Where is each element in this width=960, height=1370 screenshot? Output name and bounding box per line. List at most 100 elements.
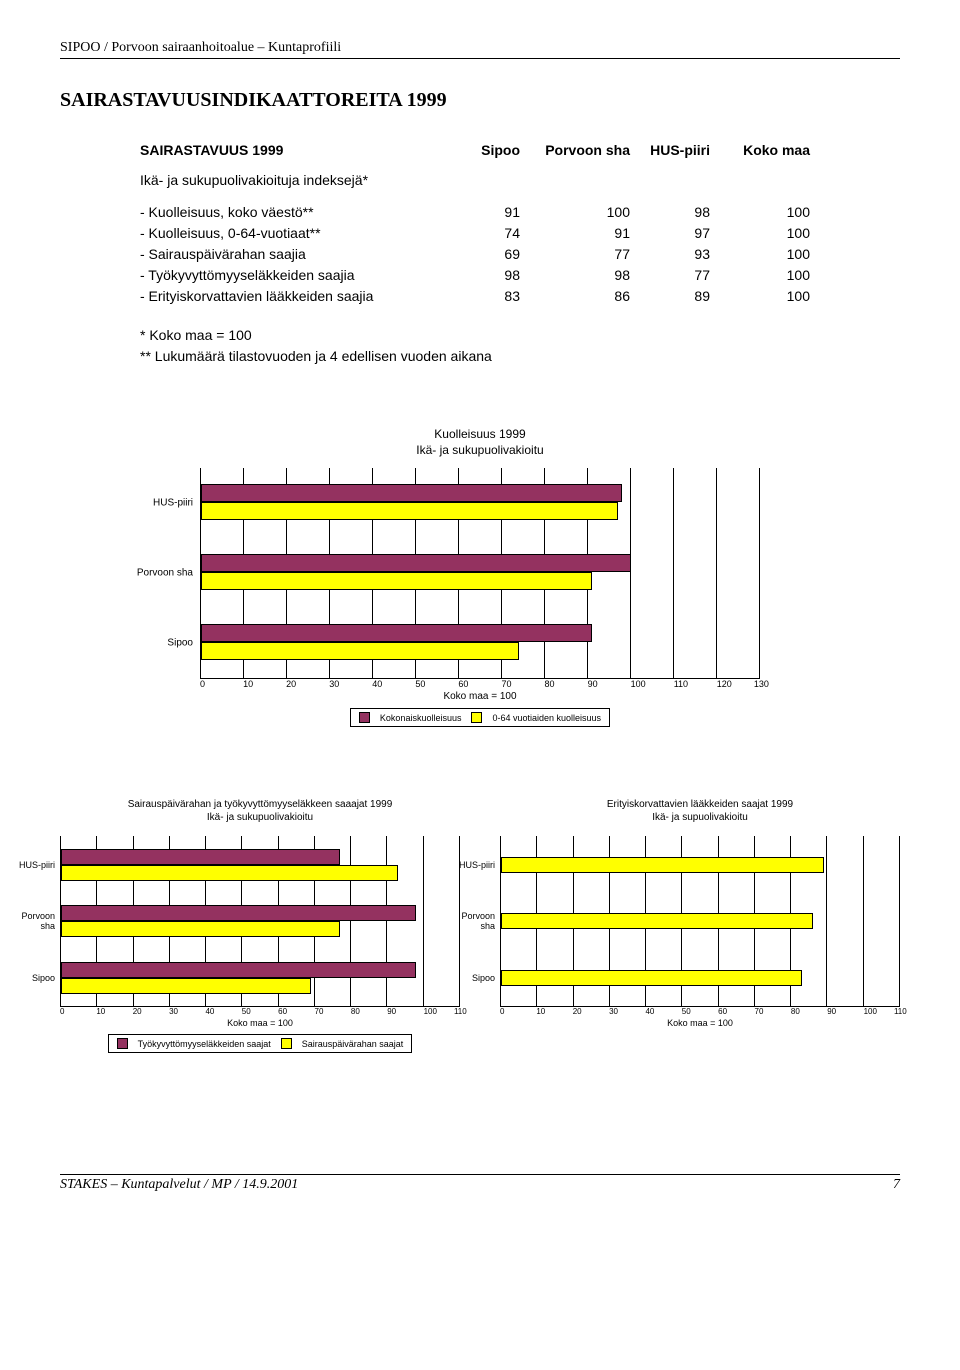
x-tick: 10 [96,1007,132,1016]
bar [61,865,398,881]
page-footer: STAKES – Kuntapalvelut / MP / 14.9.2001 … [60,1174,900,1193]
bar [61,921,340,937]
x-tick: 80 [545,679,588,689]
bar [201,502,618,520]
legend-swatch-icon [359,712,370,723]
cell: 100 [710,265,810,286]
cell: 91 [520,223,630,244]
table-title: SAIRASTAVUUS 1999 [140,142,440,158]
x-tick: 60 [718,1007,754,1016]
chart-title: Sairauspäivärahan ja työkyvyttömyyseläkk… [128,799,393,810]
cell: 100 [710,244,810,265]
bar-group: HUS-piiri [501,845,900,885]
col-head: Porvoon sha [520,142,630,158]
cell: 91 [440,202,520,223]
x-tick: 90 [827,1007,863,1016]
col-head: Sipoo [440,142,520,158]
bar-group: Porvoon sha [501,901,900,941]
bar [61,905,416,921]
x-tick: 10 [243,679,286,689]
bar-group: Porvoon sha [201,548,760,598]
bar-group: Porvoon sha [61,901,460,941]
x-tick: 30 [169,1007,205,1016]
cell: 74 [440,223,520,244]
chart-title: Erityiskorvattavien lääkkeiden saajat 19… [607,799,793,810]
col-head: Koko maa [710,142,810,158]
legend-label: 0-64 vuotiaiden kuolleisuus [492,713,601,723]
x-tick: 110 [674,679,717,689]
x-tick: 0 [60,1007,96,1016]
table-row: - Kuolleisuus, 0-64-vuotiaat**749197100 [140,223,900,244]
bar [201,484,622,502]
row-label: - Kuolleisuus, koko väestö** [140,202,440,223]
page-header: SIPOO / Porvoon sairaanhoitoalue – Kunta… [60,40,900,59]
y-category-label: Porvoon sha [445,911,495,931]
x-tick: 0 [200,679,243,689]
row-label: - Sairauspäivärahan saajia [140,244,440,265]
data-table: SAIRASTAVUUS 1999 Sipoo Porvoon sha HUS-… [140,142,900,367]
x-tick: 40 [205,1007,241,1016]
bar [501,857,824,873]
cell: 77 [630,265,710,286]
x-tick: 20 [573,1007,609,1016]
y-category-label: Porvoon sha [133,568,193,579]
x-tick: 90 [387,1007,423,1016]
x-tick: 100 [631,679,674,689]
bar [501,913,813,929]
y-category-label: HUS-piiri [445,860,495,870]
chart-title: Kuolleisuus 1999 [434,427,525,441]
bar [201,624,592,642]
bar [201,572,592,590]
bar-group: HUS-piiri [201,478,760,528]
y-category-label: Sipoo [445,973,495,983]
chart-xlabel: Koko maa = 100 [60,1018,460,1028]
table-row: - Työkyvyttömyyseläkkeiden saajia9898771… [140,265,900,286]
bar-group: Sipoo [501,958,900,998]
bar [201,554,631,572]
x-tick: 80 [351,1007,387,1016]
bar [501,970,802,986]
legend-label: Työkyvyttömyyseläkkeiden saajat [138,1039,271,1049]
y-category-label: HUS-piiri [5,860,55,870]
legend-label: Kokonaiskuolleisuus [380,713,462,723]
x-tick: 70 [501,679,544,689]
cell: 98 [440,265,520,286]
cell: 69 [440,244,520,265]
y-category-label: HUS-piiri [133,498,193,509]
row-label: - Erityiskorvattavien lääkkeiden saajia [140,286,440,307]
cell: 100 [710,286,810,307]
footnotes: * Koko maa = 100 ** Lukumäärä tilastovuo… [140,325,900,367]
table-row: - Erityiskorvattavien lääkkeiden saajia8… [140,286,900,307]
x-tick: 0 [500,1007,536,1016]
cell: 83 [440,286,520,307]
cell: 97 [630,223,710,244]
bar [61,849,340,865]
table-row: - Sairauspäivärahan saajia697793100 [140,244,900,265]
bar-group: HUS-piiri [61,845,460,885]
cell: 100 [710,202,810,223]
x-tick: 60 [278,1007,314,1016]
x-tick: 40 [645,1007,681,1016]
x-tick: 30 [609,1007,645,1016]
cell: 89 [630,286,710,307]
legend-swatch-icon [471,712,482,723]
col-head: HUS-piiri [630,142,710,158]
footnote: ** Lukumäärä tilastovuoden ja 4 edellise… [140,346,900,367]
x-tick: 10 [536,1007,572,1016]
benefits-chart: Sairauspäivärahan ja työkyvyttömyyseläkk… [60,798,460,1054]
legend-swatch-icon [117,1038,128,1049]
table-row: - Kuolleisuus, koko väestö**9110098100 [140,202,900,223]
x-tick: 40 [372,679,415,689]
chart-xlabel: Koko maa = 100 [200,691,760,702]
x-tick: 90 [588,679,631,689]
legend-label: Sairauspäivärahan saajat [302,1039,404,1049]
chart-legend: Kokonaiskuolleisuus 0-64 vuotiaiden kuol… [350,708,610,727]
cell: 86 [520,286,630,307]
bar [201,642,519,660]
row-label: - Työkyvyttömyyseläkkeiden saajia [140,265,440,286]
x-tick: 20 [286,679,329,689]
y-category-label: Porvoon sha [5,911,55,931]
bar-group: Sipoo [201,618,760,668]
section-title: SAIRASTAVUUSINDIKAATTOREITA 1999 [60,89,900,112]
table-subhead: Ikä- ja sukupuolivakioituja indeksejä* [140,172,900,188]
